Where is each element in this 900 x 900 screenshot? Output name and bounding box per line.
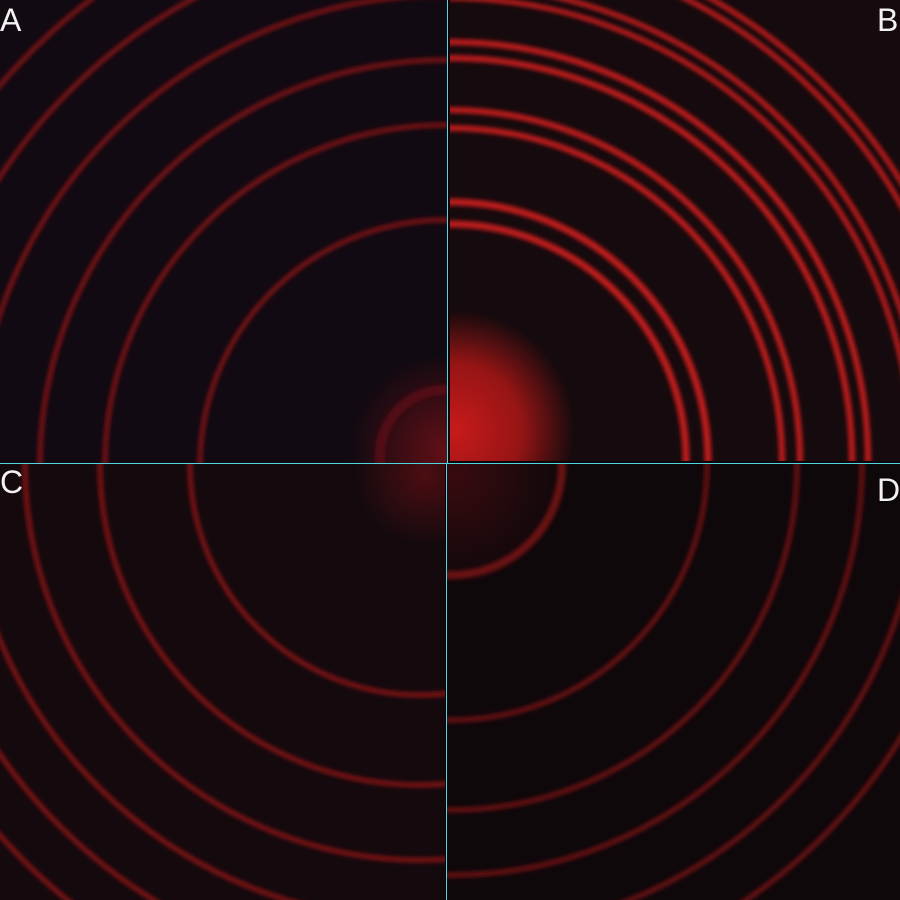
ring <box>447 464 566 579</box>
ring <box>447 464 865 878</box>
ring <box>447 464 710 723</box>
panel-label-a: A <box>0 2 22 38</box>
ring <box>22 464 445 863</box>
panel-label-d: D <box>877 472 900 508</box>
ring <box>450 125 785 461</box>
ring <box>102 122 447 463</box>
panel-label-c: C <box>0 464 24 500</box>
ring <box>197 217 447 463</box>
ring <box>375 385 447 463</box>
ring <box>97 464 445 788</box>
ring <box>187 464 445 698</box>
panel-label-b: B <box>877 2 899 38</box>
ring <box>450 198 712 461</box>
ring <box>450 55 855 461</box>
ring <box>450 39 871 461</box>
ring <box>450 220 690 461</box>
ring <box>450 107 803 461</box>
ring <box>37 57 447 463</box>
ring <box>447 464 800 813</box>
